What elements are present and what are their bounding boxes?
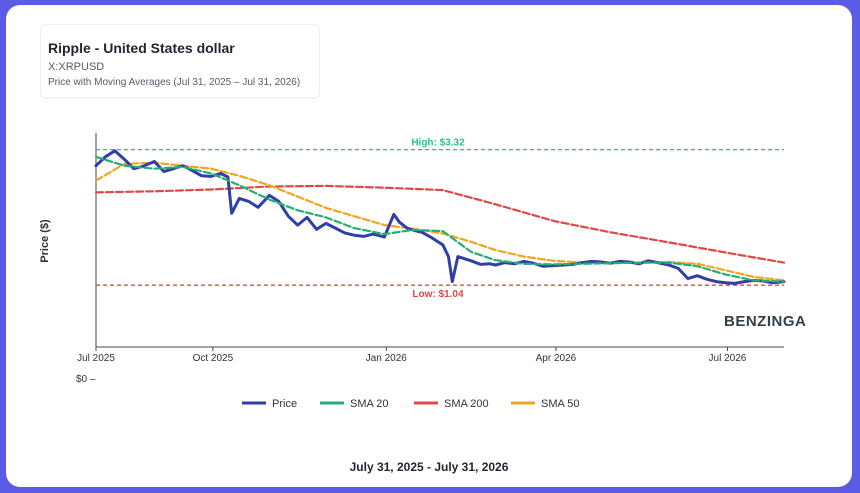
legend-label: Price: [272, 398, 297, 410]
series-line-sma-200: [94, 184, 786, 264]
ticker-symbol: X:XRPUSD: [48, 61, 105, 73]
y-axis-label: Price ($): [39, 219, 51, 263]
reference-lines: [96, 148, 784, 286]
chart-subtitle: Price with Moving Averages (Jul 31, 2025…: [48, 77, 301, 88]
x-tick-label: Apr 2026: [536, 353, 577, 364]
legend-item-sma-20[interactable]: SMA 20: [320, 398, 389, 410]
series-lines: [94, 149, 786, 285]
chart-labels: Price ($) Jul 2025 Oct 2025 Jan 2026 Apr 202…: [39, 138, 806, 385]
legend-label: SMA 20: [350, 398, 389, 410]
x-tick-label: Jul 2025: [77, 353, 115, 364]
price-chart: Price ($) Jul 2025 Oct 2025 Jan 2026 Apr 202…: [39, 133, 806, 410]
chart-card: Ripple - United States dollar X:XRPUSD P…: [6, 5, 852, 487]
series-line-sma-50: [94, 161, 786, 282]
x-tick-label: Oct 2025: [193, 353, 234, 364]
legend-label: SMA 200: [444, 398, 489, 410]
legend[interactable]: Price SMA 20 SMA 200 SMA 50: [242, 398, 580, 410]
high-label: High: $3.32: [411, 138, 465, 149]
series-line-sma-20: [94, 155, 786, 283]
date-range-footer: July 31, 2025 - July 31, 2026: [349, 460, 509, 474]
low-label: Low: $1.04: [412, 289, 464, 300]
legend-label: SMA 50: [541, 398, 580, 410]
legend-item-price[interactable]: Price: [242, 398, 297, 410]
legend-item-sma-200[interactable]: SMA 200: [414, 398, 489, 410]
chart-title: Ripple - United States dollar: [48, 40, 235, 56]
legend-item-sma-50[interactable]: SMA 50: [511, 398, 580, 410]
x-tick-label: Jan 2026: [366, 353, 408, 364]
x-tick-label: Jul 2026: [709, 353, 747, 364]
axes: [95, 133, 784, 351]
y-tick-label: $0 –: [76, 374, 96, 385]
title-box: Ripple - United States dollar X:XRPUSD P…: [40, 24, 320, 98]
benzinga-watermark: BENZINGA: [724, 313, 806, 330]
